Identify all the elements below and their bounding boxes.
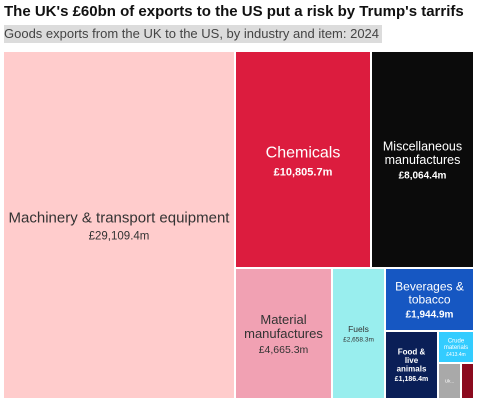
treemap-label-machinery-transport-equipment: Machinery & transport equipment (9, 209, 231, 226)
chart-subtitle: Goods exports from the UK to the US, by … (4, 25, 383, 43)
treemap-label-chemicals: Chemicals (266, 144, 341, 161)
treemap-cell-machinery-transport-equipment (4, 52, 234, 398)
treemap-cell-beverages-tobacco (386, 269, 473, 330)
treemap-value-food-live-animals: £1,186.4m (395, 376, 428, 383)
treemap-value-machinery-transport-equipment: £29,109.4m (89, 231, 150, 243)
treemap-label-fuels: Fuels (348, 324, 369, 334)
treemap-cell-miscellaneous-manufactures (372, 52, 473, 267)
treemap-value-crude-materials: £413.4m (446, 352, 465, 358)
treemap-label-food-live-animals: Food & live animals (397, 347, 427, 373)
treemap-value-beverages-tobacco: £1,944.9m (406, 309, 454, 320)
treemap-value-miscellaneous-manufactures: £8,064.4m (399, 170, 447, 181)
treemap-cell-chemicals (236, 52, 370, 267)
treemap-label-miscellaneous-manufactures: Miscellaneous manufactures (383, 139, 462, 167)
treemap-cell-fuels (333, 269, 384, 398)
treemap-value-fuels: £2,658.3m (343, 337, 374, 344)
treemap-value-chemicals: £10,805.7m (274, 166, 333, 178)
treemap-label-uk: Uk... (445, 378, 454, 383)
treemap-cell-uk (439, 364, 460, 398)
treemap-cell-segment-9 (462, 364, 473, 398)
treemap-label-beverages-tobacco: Beverages & tobacco (395, 279, 464, 306)
treemap-label-material-manufactures: Material manufactures (244, 312, 323, 341)
chart-title: The UK's £60bn of exports to the US put … (4, 3, 464, 20)
treemap-cell-food-live-animals (386, 332, 437, 398)
treemap-cell-crude-materials (439, 332, 473, 362)
treemap-label-crude-materials: Crude materials (444, 338, 468, 350)
treemap-cell-material-manufactures (236, 269, 331, 398)
treemap-value-material-manufactures: £4,665.3m (259, 344, 309, 356)
